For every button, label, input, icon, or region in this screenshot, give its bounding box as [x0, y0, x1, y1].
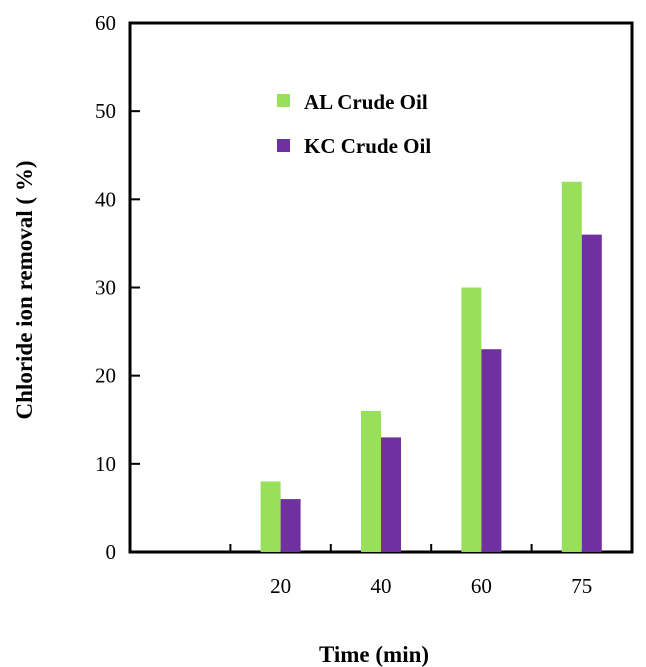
legend-label-al-crude-oil: AL Crude Oil	[304, 90, 428, 114]
legend-label-kc-crude-oil: KC Crude Oil	[304, 134, 431, 158]
bar-kc-60	[481, 349, 502, 552]
x-axis-title: Time (min)	[319, 642, 429, 667]
bar-al-75	[561, 181, 582, 552]
y-tick-label: 10	[95, 452, 116, 476]
y-tick-label: 20	[95, 364, 116, 388]
x-tick-label: 20	[270, 574, 291, 598]
y-axis: 0 10 20 30 40 50 60	[95, 11, 140, 564]
bar-kc-40	[381, 437, 401, 552]
bar-kc-20	[280, 499, 301, 552]
x-tick-label: 60	[471, 574, 492, 598]
y-axis-title: Chloride ion removal ( %)	[12, 161, 37, 420]
bar-al-40	[361, 410, 381, 552]
y-tick-label: 40	[95, 187, 116, 211]
x-axis: 20 40 60 75	[229, 544, 592, 598]
legend-swatch-kc-crude-oil	[277, 139, 290, 152]
x-tick-label: 75	[571, 574, 592, 598]
bar-al-60	[461, 287, 482, 552]
legend-swatch-al-crude-oil	[277, 94, 290, 107]
bar-kc-75	[581, 234, 602, 552]
legend: AL Crude Oil KC Crude Oil	[277, 90, 431, 158]
y-tick-label: 60	[95, 11, 116, 35]
y-tick-label: 0	[106, 540, 117, 564]
bars-group	[260, 181, 602, 552]
bar-al-20	[260, 481, 281, 552]
x-tick-label: 40	[371, 574, 392, 598]
y-tick-label: 50	[95, 99, 116, 123]
y-tick-label: 30	[95, 276, 116, 300]
